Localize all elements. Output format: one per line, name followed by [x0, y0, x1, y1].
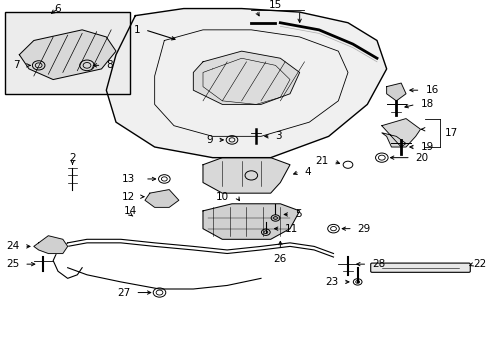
- Text: 9: 9: [205, 135, 212, 145]
- Polygon shape: [203, 204, 299, 239]
- FancyBboxPatch shape: [370, 263, 469, 272]
- Text: 28: 28: [371, 259, 385, 269]
- Text: 22: 22: [473, 259, 486, 269]
- Text: 18: 18: [420, 99, 433, 109]
- Text: 13: 13: [122, 174, 135, 184]
- Text: 21: 21: [315, 156, 328, 166]
- FancyBboxPatch shape: [5, 12, 130, 94]
- Polygon shape: [106, 9, 386, 158]
- Text: 24: 24: [6, 242, 20, 251]
- Polygon shape: [193, 51, 299, 104]
- Text: 1: 1: [133, 25, 140, 35]
- Text: 4: 4: [304, 167, 310, 177]
- Text: 5: 5: [294, 210, 301, 220]
- Text: 16: 16: [425, 85, 438, 95]
- Text: 20: 20: [415, 153, 428, 163]
- Text: 11: 11: [285, 224, 298, 234]
- Polygon shape: [34, 236, 67, 253]
- Text: 23: 23: [325, 277, 338, 287]
- Text: 29: 29: [357, 224, 370, 234]
- Polygon shape: [386, 83, 405, 101]
- Text: 12: 12: [122, 192, 135, 202]
- Text: 3: 3: [275, 131, 282, 141]
- Polygon shape: [145, 190, 179, 207]
- Text: 19: 19: [420, 142, 433, 152]
- Text: 7: 7: [13, 60, 20, 70]
- Polygon shape: [20, 30, 116, 80]
- Text: 10: 10: [215, 192, 228, 202]
- Text: 25: 25: [6, 259, 20, 269]
- Text: 27: 27: [117, 288, 130, 298]
- Text: 2: 2: [69, 153, 76, 163]
- Text: 8: 8: [106, 60, 113, 70]
- Polygon shape: [381, 118, 420, 147]
- Polygon shape: [203, 158, 289, 193]
- Text: 14: 14: [123, 206, 137, 216]
- Text: 6: 6: [55, 4, 61, 14]
- Text: 17: 17: [444, 128, 457, 138]
- Text: 15: 15: [268, 0, 282, 10]
- Text: 26: 26: [273, 253, 286, 264]
